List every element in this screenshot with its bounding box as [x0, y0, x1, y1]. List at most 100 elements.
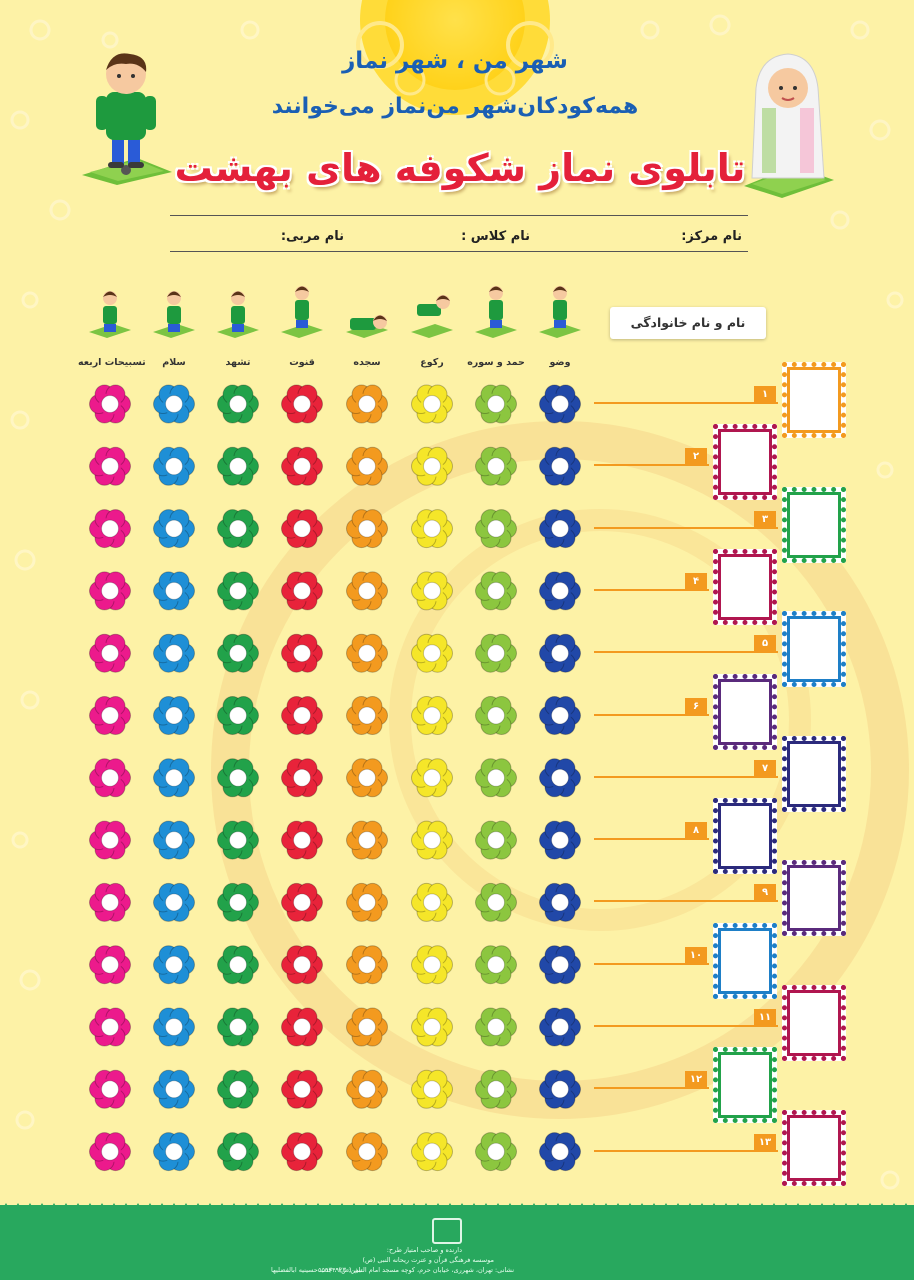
flower-checkbox[interactable] [217, 696, 259, 735]
flower-checkbox[interactable] [411, 758, 453, 798]
flower-checkbox[interactable] [217, 1007, 259, 1047]
flower-checkbox[interactable] [217, 882, 259, 922]
flower-checkbox[interactable] [475, 1069, 517, 1109]
flower-checkbox[interactable] [475, 945, 517, 985]
flower-checkbox[interactable] [89, 633, 131, 673]
photo-frame[interactable] [782, 1109, 846, 1186]
flower-checkbox[interactable] [475, 820, 517, 860]
name-entry-line[interactable] [594, 464, 709, 467]
flower-checkbox[interactable] [346, 1069, 388, 1109]
flower-checkbox[interactable] [281, 945, 323, 985]
flower-checkbox[interactable] [153, 696, 195, 735]
flower-checkbox[interactable] [281, 696, 323, 735]
flower-checkbox[interactable] [281, 1069, 323, 1109]
flower-checkbox[interactable] [411, 509, 453, 549]
flower-checkbox[interactable] [346, 509, 388, 549]
flower-checkbox[interactable] [539, 820, 581, 860]
flower-checkbox[interactable] [281, 1007, 323, 1047]
flower-checkbox[interactable] [153, 633, 195, 673]
photo-frame[interactable] [782, 611, 846, 688]
flower-checkbox[interactable] [153, 446, 195, 486]
flower-checkbox[interactable] [281, 882, 323, 922]
flower-checkbox[interactable] [217, 945, 259, 985]
flower-checkbox[interactable] [411, 446, 453, 486]
photo-frame[interactable] [782, 735, 846, 812]
flower-checkbox[interactable] [89, 571, 131, 611]
flower-checkbox[interactable] [281, 571, 323, 611]
flower-checkbox[interactable] [346, 633, 388, 673]
photo-frame[interactable] [713, 673, 777, 750]
flower-checkbox[interactable] [281, 446, 323, 486]
flower-checkbox[interactable] [89, 1132, 131, 1172]
name-entry-line[interactable] [594, 588, 709, 591]
flower-checkbox[interactable] [539, 633, 581, 673]
flower-checkbox[interactable] [539, 571, 581, 611]
flower-checkbox[interactable] [346, 820, 388, 860]
flower-checkbox[interactable] [89, 820, 131, 860]
flower-checkbox[interactable] [217, 509, 259, 549]
flower-checkbox[interactable] [153, 820, 195, 860]
flower-checkbox[interactable] [217, 1069, 259, 1109]
flower-checkbox[interactable] [475, 384, 517, 424]
photo-frame[interactable] [782, 860, 846, 937]
flower-checkbox[interactable] [346, 696, 388, 735]
flower-checkbox[interactable] [346, 571, 388, 611]
center-name-field[interactable]: نام مرکز: [681, 229, 742, 244]
flower-checkbox[interactable] [281, 1132, 323, 1172]
flower-checkbox[interactable] [411, 882, 453, 922]
flower-checkbox[interactable] [539, 509, 581, 549]
photo-frame[interactable] [713, 798, 777, 875]
name-entry-line[interactable] [594, 526, 778, 529]
flower-checkbox[interactable] [346, 1132, 388, 1172]
flower-checkbox[interactable] [475, 571, 517, 611]
flower-checkbox[interactable] [89, 1007, 131, 1047]
class-name-field[interactable]: نام کلاس : [461, 229, 530, 244]
flower-checkbox[interactable] [539, 1069, 581, 1109]
photo-frame[interactable] [782, 362, 846, 438]
flower-checkbox[interactable] [153, 882, 195, 922]
name-entry-line[interactable] [594, 402, 778, 404]
flower-checkbox[interactable] [539, 758, 581, 798]
flower-checkbox[interactable] [281, 758, 323, 798]
name-entry-line[interactable] [594, 1025, 778, 1027]
flower-checkbox[interactable] [153, 509, 195, 549]
photo-frame[interactable] [713, 922, 777, 999]
flower-checkbox[interactable] [411, 1007, 453, 1047]
flower-checkbox[interactable] [411, 571, 453, 611]
flower-checkbox[interactable] [475, 1007, 517, 1047]
flower-checkbox[interactable] [346, 945, 388, 985]
flower-checkbox[interactable] [539, 1007, 581, 1047]
flower-checkbox[interactable] [411, 633, 453, 673]
flower-checkbox[interactable] [539, 696, 581, 735]
name-entry-line[interactable] [594, 775, 778, 778]
flower-checkbox[interactable] [346, 758, 388, 798]
flower-checkbox[interactable] [411, 820, 453, 860]
flower-checkbox[interactable] [411, 384, 453, 424]
photo-frame[interactable] [713, 424, 777, 501]
name-entry-line[interactable] [594, 838, 709, 841]
flower-checkbox[interactable] [475, 882, 517, 922]
name-entry-line[interactable] [594, 900, 778, 903]
flower-checkbox[interactable] [217, 571, 259, 611]
flower-checkbox[interactable] [89, 509, 131, 549]
flower-checkbox[interactable] [475, 633, 517, 673]
flower-checkbox[interactable] [153, 1069, 195, 1109]
photo-frame[interactable] [713, 548, 777, 625]
flower-checkbox[interactable] [346, 446, 388, 486]
flower-checkbox[interactable] [411, 1132, 453, 1172]
flower-checkbox[interactable] [89, 1069, 131, 1109]
flower-checkbox[interactable] [539, 384, 581, 424]
flower-checkbox[interactable] [217, 1132, 259, 1172]
flower-checkbox[interactable] [475, 509, 517, 549]
flower-checkbox[interactable] [89, 758, 131, 798]
flower-checkbox[interactable] [217, 633, 259, 673]
flower-checkbox[interactable] [153, 1007, 195, 1047]
flower-checkbox[interactable] [281, 820, 323, 860]
flower-checkbox[interactable] [281, 384, 323, 424]
flower-checkbox[interactable] [539, 882, 581, 922]
flower-checkbox[interactable] [89, 882, 131, 922]
flower-checkbox[interactable] [411, 945, 453, 985]
flower-checkbox[interactable] [346, 1007, 388, 1047]
name-entry-line[interactable] [594, 651, 778, 654]
flower-checkbox[interactable] [153, 571, 195, 611]
